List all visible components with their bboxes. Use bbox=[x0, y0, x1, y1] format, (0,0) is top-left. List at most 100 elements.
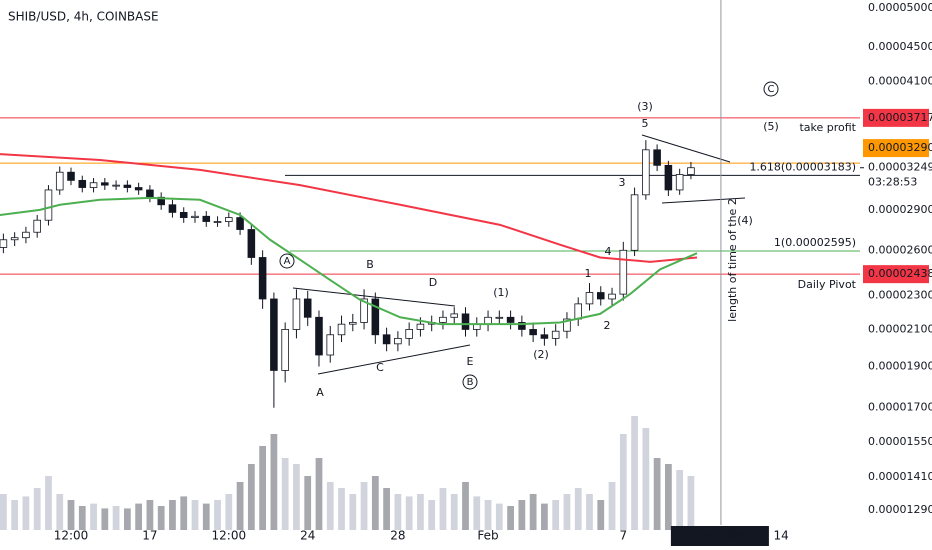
y-tick-label: 0.00002900 bbox=[868, 203, 932, 216]
candle-body bbox=[202, 215, 211, 222]
candle-body bbox=[179, 212, 188, 218]
candle-body bbox=[540, 334, 549, 339]
volume-bar bbox=[56, 494, 64, 530]
y-tick-label: 0.00004100 bbox=[868, 75, 932, 88]
candle-body bbox=[112, 184, 120, 187]
volume-bar bbox=[214, 500, 221, 530]
candle-body bbox=[371, 298, 380, 336]
annotation: (1) bbox=[493, 286, 509, 299]
candle-body bbox=[292, 298, 301, 330]
volume-bar bbox=[33, 488, 41, 530]
candle-body bbox=[67, 171, 75, 181]
volume-bar bbox=[631, 416, 638, 530]
price-tag bbox=[863, 139, 929, 158]
volume-bar bbox=[653, 458, 661, 530]
volume-bar bbox=[0, 494, 7, 530]
annotation: (4) bbox=[737, 214, 753, 227]
candle-body bbox=[55, 171, 64, 191]
volume-bar bbox=[619, 434, 627, 530]
candle-body bbox=[44, 189, 53, 221]
volume-bar bbox=[608, 482, 616, 530]
volume-bar bbox=[90, 503, 97, 530]
candle-body bbox=[642, 149, 650, 196]
level-label: take profit bbox=[799, 121, 856, 134]
candle-body bbox=[382, 334, 391, 345]
volume-bar bbox=[270, 434, 278, 530]
volume-bar bbox=[642, 428, 650, 530]
candle-body bbox=[78, 179, 87, 188]
annotation: A bbox=[284, 256, 291, 267]
annotation: 1 bbox=[585, 267, 592, 280]
y-tick-label: 0.00002300 bbox=[868, 289, 932, 302]
volume-bar bbox=[191, 500, 199, 530]
candle-body bbox=[574, 303, 582, 320]
candle-body bbox=[349, 322, 357, 325]
countdown: 03:28:53 bbox=[868, 176, 917, 189]
volume-bar bbox=[676, 470, 684, 530]
candle-body bbox=[687, 167, 695, 175]
volume-bar bbox=[507, 506, 514, 530]
volume-bar bbox=[112, 506, 120, 530]
volume-bar bbox=[45, 476, 52, 530]
annotation: (5) bbox=[763, 120, 779, 133]
candle-body bbox=[439, 316, 447, 323]
x-tick-label: 24 bbox=[300, 529, 315, 543]
volume-bar bbox=[236, 482, 244, 530]
annotation: B bbox=[467, 377, 474, 388]
y-tick-label: 0.00004500 bbox=[868, 40, 932, 53]
volume-bar bbox=[687, 476, 695, 530]
candle-body bbox=[270, 298, 278, 371]
volume-bar bbox=[169, 500, 176, 530]
candle-body bbox=[495, 316, 504, 319]
candle-body bbox=[33, 219, 41, 233]
level-label: 1.618(0.00003183) bbox=[749, 160, 856, 173]
crosshair-time: 08:00 bbox=[731, 529, 763, 542]
volume-bar bbox=[202, 503, 210, 530]
annotation: 4 bbox=[605, 245, 612, 258]
annotation: length of time of the 2 bbox=[726, 198, 739, 322]
candle-body bbox=[405, 329, 413, 339]
candle-body bbox=[146, 189, 154, 198]
candle-body bbox=[22, 231, 30, 239]
volume-bar bbox=[428, 500, 436, 530]
volume-bar bbox=[157, 506, 165, 530]
candle-body bbox=[551, 330, 560, 339]
annotation: C bbox=[376, 361, 384, 374]
candle-body bbox=[461, 313, 470, 330]
x-tick-label: 12:00 bbox=[212, 529, 247, 543]
y-tick-label: 0.00005000 bbox=[868, 1, 932, 14]
candle-body bbox=[506, 316, 515, 323]
candle-body bbox=[484, 316, 492, 325]
y-tick-label: 0.00001900 bbox=[868, 360, 932, 373]
volume-bar bbox=[450, 494, 458, 530]
candle-body bbox=[619, 249, 628, 295]
x-tick-label: 12:00 bbox=[54, 529, 89, 543]
candle-body bbox=[281, 329, 289, 371]
volume-bar bbox=[405, 496, 413, 530]
volume-bar bbox=[293, 464, 300, 530]
price-tag-label: 0.00002438 bbox=[868, 267, 932, 280]
candle-body bbox=[315, 316, 323, 356]
candle-body bbox=[664, 164, 673, 191]
wedge-lower bbox=[661, 197, 746, 204]
volume-bar bbox=[225, 494, 233, 530]
moving-average bbox=[0, 153, 698, 263]
moving-average bbox=[0, 196, 698, 326]
volume-bar bbox=[552, 500, 560, 530]
volume-bar bbox=[326, 482, 334, 530]
candle-body bbox=[213, 221, 222, 223]
candle-body bbox=[675, 174, 684, 191]
volume-bar bbox=[338, 488, 345, 530]
candle-body bbox=[608, 293, 616, 300]
volume-bar bbox=[247, 464, 255, 530]
candle-body bbox=[123, 184, 132, 188]
crosshair-date: 11 Feb '22 bbox=[677, 529, 735, 542]
candle-body bbox=[596, 292, 605, 300]
annotation: 3 bbox=[619, 176, 626, 189]
y-tick-label: 0.00001700 bbox=[868, 401, 932, 414]
volume-bar bbox=[394, 494, 402, 530]
level-label: Daily Pivot bbox=[798, 278, 857, 291]
candle-body bbox=[101, 182, 109, 186]
candle-body bbox=[585, 292, 594, 305]
